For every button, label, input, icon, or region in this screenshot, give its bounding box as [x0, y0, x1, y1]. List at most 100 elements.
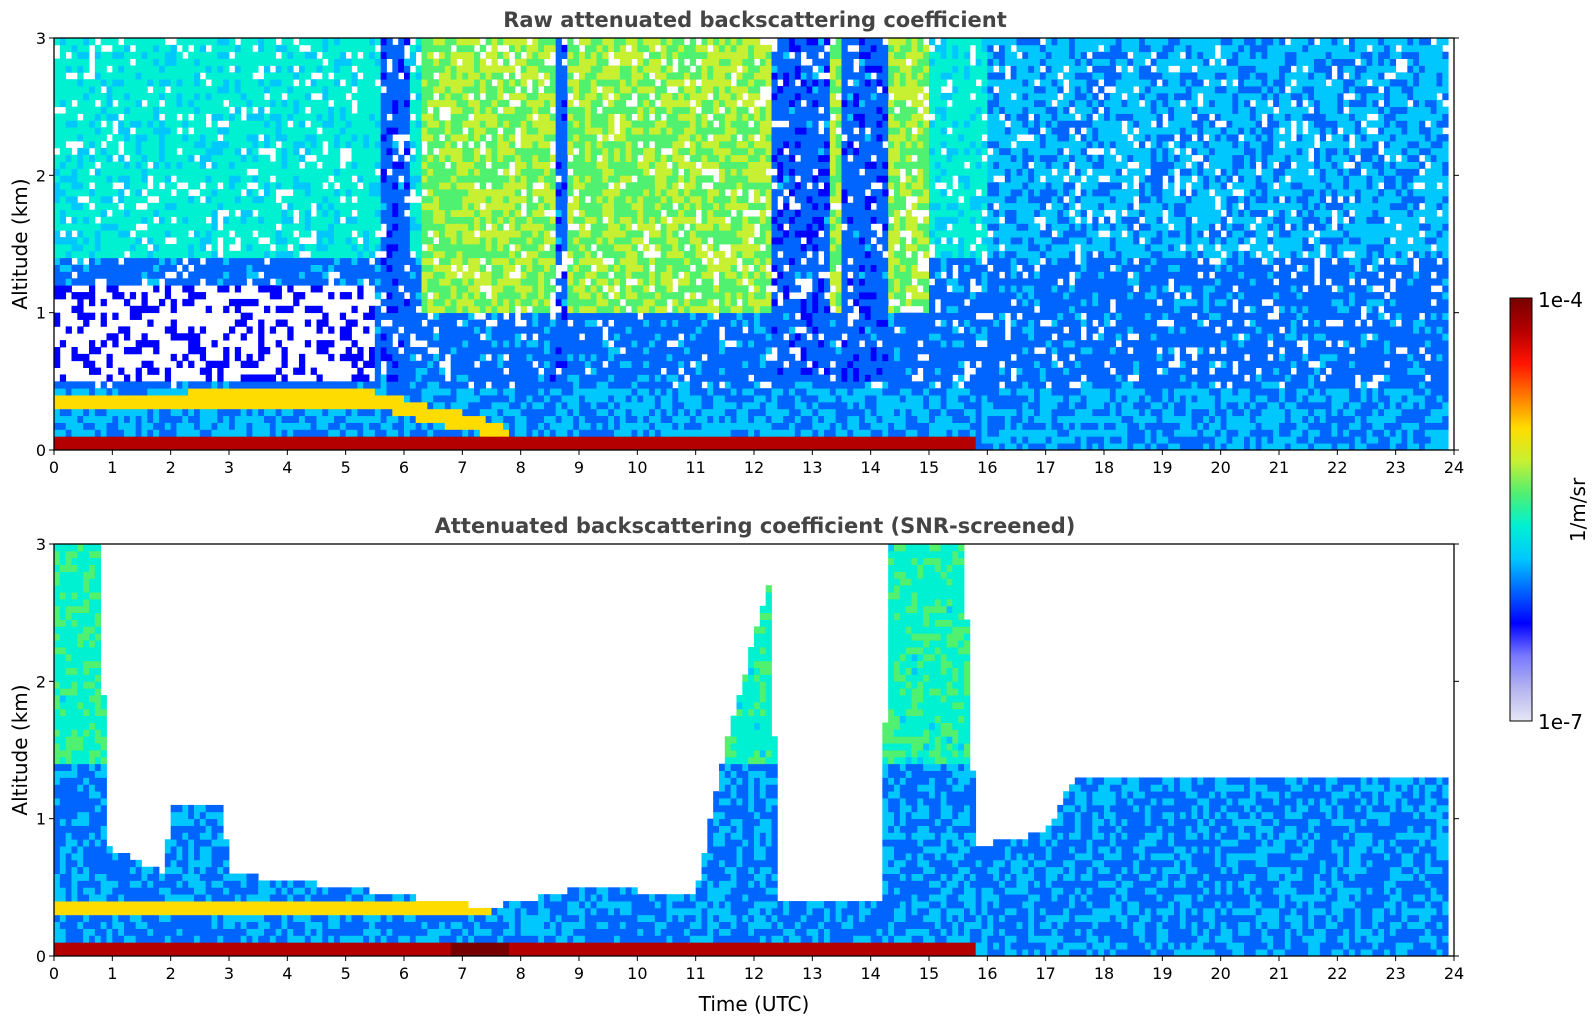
- heatmap-cell: [549, 408, 557, 417]
- heatmap-cell: [147, 443, 154, 451]
- heatmap-cell: [328, 292, 335, 300]
- heatmap-cell: [450, 38, 457, 46]
- heatmap-cell: [299, 72, 306, 80]
- heatmap-cell: [304, 230, 312, 238]
- heatmap-cell: [573, 161, 580, 169]
- heatmap-cell: [164, 168, 172, 176]
- heatmap-cell: [205, 436, 212, 444]
- heatmap-cell: [590, 209, 597, 217]
- heatmap-cell: [205, 38, 212, 46]
- heatmap-cell: [59, 58, 67, 66]
- heatmap-cell: [211, 79, 218, 87]
- heatmap-cell: [217, 264, 224, 272]
- heatmap-cell: [316, 38, 323, 46]
- heatmap-cell: [468, 51, 475, 59]
- heatmap-cell: [83, 237, 90, 245]
- heatmap-cell: [497, 147, 504, 156]
- heatmap-cell: [538, 250, 545, 259]
- heatmap-cell: [240, 154, 247, 162]
- heatmap-cell: [474, 189, 481, 197]
- heatmap-cell: [421, 223, 428, 231]
- heatmap-cell: [141, 264, 148, 272]
- heatmap-cell: [264, 209, 271, 217]
- heatmap-cell: [164, 230, 172, 238]
- heatmap-cell: [637, 278, 644, 286]
- heatmap-cell: [567, 333, 574, 341]
- heatmap-cell: [421, 264, 428, 272]
- heatmap-cell: [573, 154, 580, 162]
- heatmap-cell: [199, 429, 207, 437]
- heatmap-cell: [118, 292, 125, 300]
- heatmap-cell: [561, 381, 568, 389]
- heatmap-cell: [94, 51, 102, 59]
- heatmap-cell: [491, 250, 498, 259]
- heatmap-cell: [520, 182, 527, 190]
- heatmap-cell: [509, 79, 516, 87]
- heatmap-cell: [264, 141, 271, 149]
- heatmap-cell: [89, 127, 96, 135]
- heatmap-cell: [479, 244, 487, 252]
- heatmap-cell: [176, 65, 183, 73]
- heatmap-cell: [520, 395, 527, 403]
- heatmap-cell: [514, 113, 522, 121]
- heatmap-cell: [246, 106, 253, 114]
- heatmap-cell: [514, 436, 522, 444]
- heatmap-cell: [456, 127, 463, 135]
- heatmap-cell: [398, 38, 405, 46]
- heatmap-cell: [304, 92, 312, 101]
- heatmap-cell: [281, 182, 288, 190]
- heatmap-cell: [462, 86, 469, 94]
- heatmap-cell: [240, 230, 247, 238]
- heatmap-cell: [602, 271, 609, 279]
- heatmap-cell: [497, 113, 504, 121]
- heatmap-cell: [590, 374, 597, 382]
- heatmap-cell: [94, 401, 102, 410]
- heatmap-cell: [625, 408, 632, 417]
- heatmap-cell: [246, 86, 253, 94]
- heatmap-cell: [439, 44, 446, 53]
- heatmap-cell: [561, 436, 568, 444]
- heatmap-cell: [421, 195, 428, 204]
- heatmap-cell: [392, 195, 399, 204]
- heatmap-cell: [450, 388, 457, 396]
- heatmap-cell: [421, 134, 428, 142]
- heatmap-cell: [351, 271, 358, 279]
- heatmap-cell: [322, 175, 329, 183]
- heatmap-cell: [129, 141, 137, 149]
- heatmap-cell: [316, 209, 323, 217]
- heatmap-cell: [100, 106, 107, 114]
- heatmap-cell: [159, 168, 166, 176]
- heatmap-cell: [380, 141, 387, 149]
- heatmap-cell: [77, 51, 84, 59]
- heatmap-cell: [532, 58, 539, 66]
- heatmap-cell: [205, 429, 212, 437]
- heatmap-cell: [468, 353, 475, 362]
- heatmap-cell: [596, 271, 603, 279]
- heatmap-cell: [532, 347, 539, 355]
- heatmap-cell: [532, 65, 539, 73]
- heatmap-cell: [281, 278, 288, 286]
- heatmap-cell: [485, 195, 492, 204]
- heatmap-cell: [555, 333, 562, 341]
- heatmap-cell: [374, 422, 382, 430]
- heatmap-cell: [129, 408, 137, 417]
- heatmap-cell: [363, 436, 370, 444]
- heatmap-cell: [374, 333, 382, 341]
- heatmap-cell: [77, 305, 84, 314]
- heatmap-cell: [485, 257, 492, 265]
- heatmap-cell: [328, 141, 335, 149]
- heatmap-cell: [561, 134, 568, 142]
- heatmap-cell: [164, 58, 172, 66]
- heatmap-cell: [129, 72, 137, 80]
- heatmap-cell: [491, 244, 498, 252]
- heatmap-cell: [398, 168, 405, 176]
- heatmap-cell: [304, 127, 312, 135]
- heatmap-cell: [159, 79, 166, 87]
- heatmap-cell: [526, 58, 533, 66]
- heatmap-cell: [269, 250, 277, 259]
- heatmap-cell: [124, 134, 131, 142]
- heatmap-cell: [299, 223, 306, 231]
- heatmap-cell: [176, 189, 183, 197]
- heatmap-cell: [304, 65, 312, 73]
- heatmap-cell: [275, 388, 282, 396]
